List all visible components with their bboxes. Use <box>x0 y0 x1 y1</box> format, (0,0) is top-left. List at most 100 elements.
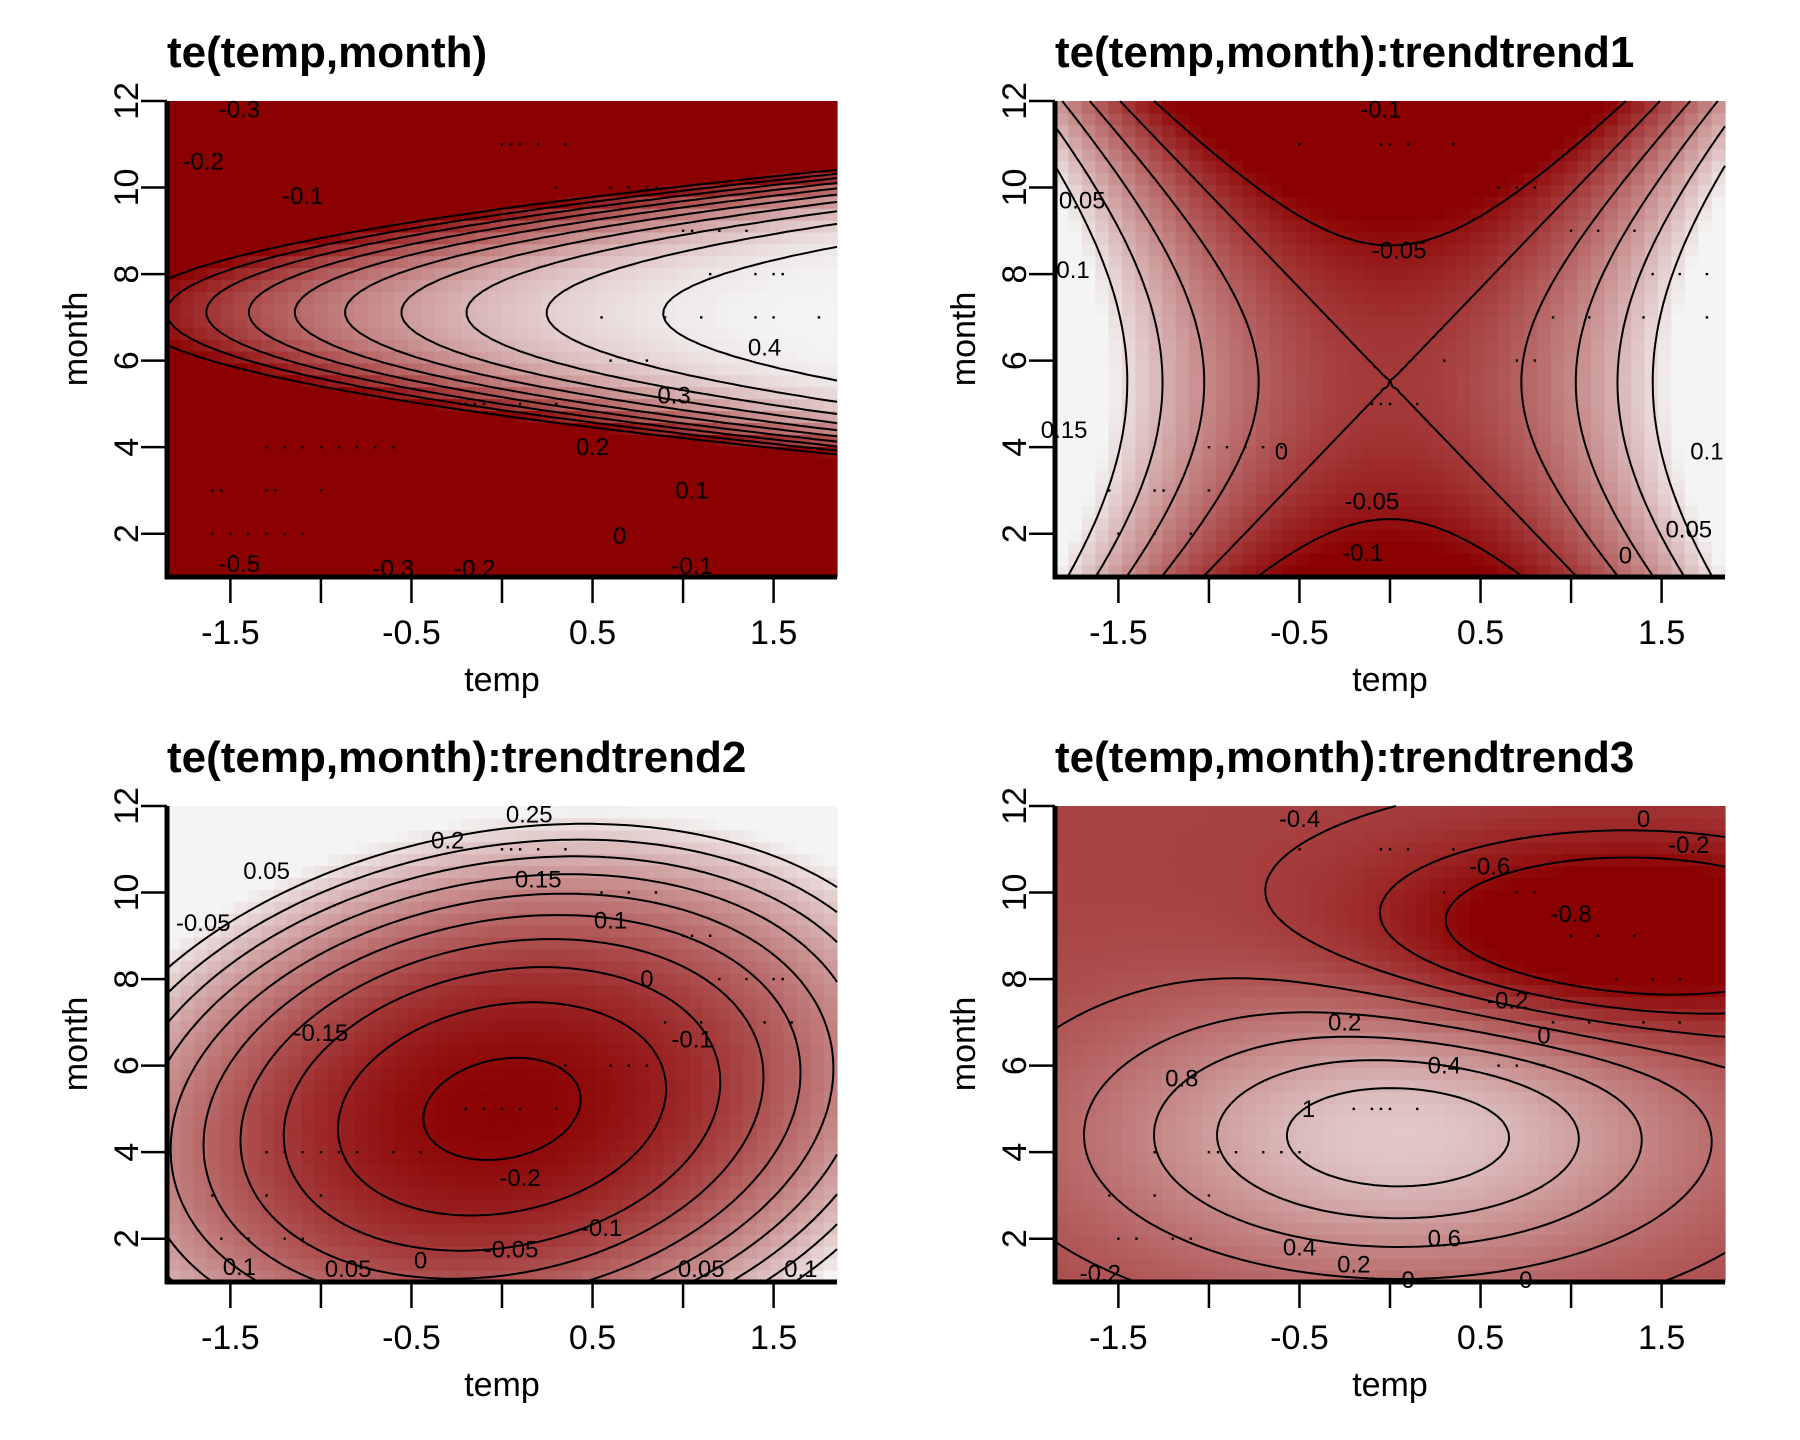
x-axis-label: temp <box>1352 661 1428 699</box>
heatmap-cell <box>1229 422 1244 435</box>
heatmap-cell <box>1215 350 1230 364</box>
heatmap-cell <box>1376 148 1391 162</box>
heatmap-cell <box>743 458 758 471</box>
heatmap-cell <box>1403 458 1418 471</box>
heatmap-cell <box>341 505 356 519</box>
heatmap-cell <box>1443 124 1458 138</box>
heatmap-cell <box>1457 327 1471 340</box>
data-point <box>1678 272 1681 276</box>
heatmap-cell <box>1711 148 1726 162</box>
heatmap-cell <box>1189 386 1203 400</box>
heatmap-cell <box>1095 350 1110 364</box>
heatmap-cell <box>1081 327 1096 340</box>
heatmap-cell <box>193 208 208 221</box>
heatmap-cell <box>1698 315 1713 328</box>
heatmap-cell <box>448 529 463 542</box>
heatmap-cell <box>1403 267 1418 281</box>
heatmap-cell <box>823 208 838 221</box>
heatmap-cell <box>180 303 195 316</box>
heatmap-cell <box>542 434 557 447</box>
heatmap-cell <box>622 1186 637 1200</box>
heatmap-cell <box>435 196 449 209</box>
heatmap-cell <box>394 1103 409 1116</box>
heatmap-cell <box>622 101 637 114</box>
heatmap-cell <box>595 446 610 459</box>
heatmap-cell <box>1256 446 1270 459</box>
heatmap-cell <box>1510 208 1525 221</box>
heatmap-cell <box>193 517 208 530</box>
heatmap-cell <box>1510 267 1525 281</box>
heatmap-cell <box>810 505 825 519</box>
heatmap-cell <box>515 469 530 483</box>
heatmap-cell <box>1403 136 1418 150</box>
heatmap-cell <box>180 362 195 376</box>
heatmap-cell <box>1269 327 1284 340</box>
heatmap-cell <box>823 267 838 281</box>
heatmap-cell <box>1711 493 1726 507</box>
heatmap-cell <box>1256 148 1270 162</box>
heatmap-cell <box>1296 410 1311 423</box>
heatmap-cell <box>676 541 691 554</box>
heatmap-cell <box>1363 553 1378 566</box>
heatmap-cell <box>1189 481 1203 495</box>
heatmap-cell <box>1644 386 1659 400</box>
heatmap-cell <box>1189 243 1203 257</box>
heatmap-cell <box>1135 136 1150 150</box>
heatmap-cell <box>823 1246 838 1259</box>
heatmap-cell <box>582 1198 597 1212</box>
heatmap-cell <box>1470 243 1485 257</box>
heatmap-cell <box>167 481 181 495</box>
heatmap-cell <box>595 1198 610 1212</box>
heatmap-cell <box>1510 255 1525 269</box>
heatmap-cell <box>1376 220 1391 233</box>
heatmap-cell <box>1242 541 1257 554</box>
heatmap-cell <box>1631 136 1646 150</box>
heatmap-cell <box>1416 362 1431 376</box>
heatmap-cell <box>1282 124 1297 138</box>
heatmap-cell <box>649 517 664 530</box>
heatmap-cell <box>1363 339 1378 352</box>
data-point <box>1207 446 1211 449</box>
heatmap-cell <box>716 1151 731 1164</box>
heatmap-cell <box>542 458 557 471</box>
heatmap-cell <box>394 101 409 114</box>
heatmap-cell <box>1296 350 1311 364</box>
heatmap-cell <box>314 446 329 459</box>
heatmap-cell <box>167 565 181 578</box>
heatmap-cell <box>368 517 382 530</box>
heatmap-cell <box>502 1139 516 1152</box>
heatmap-cell <box>1470 469 1485 483</box>
heatmap-cell <box>1577 101 1592 114</box>
heatmap-cell <box>1497 231 1512 245</box>
data-point <box>265 489 268 492</box>
heatmap-cell <box>435 505 449 519</box>
heatmap-cell <box>1658 101 1672 114</box>
heatmap-cell <box>1564 446 1579 459</box>
heatmap-cell <box>274 148 289 162</box>
heatmap-cell <box>488 172 503 185</box>
heatmap-cell <box>569 553 583 566</box>
heatmap-cell <box>689 493 704 507</box>
heatmap-cell <box>502 196 516 209</box>
heatmap-cell <box>260 220 275 233</box>
heatmap-cell <box>1457 243 1471 257</box>
heatmap-cell <box>1229 243 1244 257</box>
heatmap-cell <box>1550 112 1565 126</box>
heatmap-cell <box>743 148 758 162</box>
heatmap-cell <box>582 101 597 114</box>
contour-label: 0 <box>1619 542 1632 569</box>
heatmap-cell <box>354 196 369 209</box>
heatmap-cell <box>1162 101 1177 114</box>
heatmap-cell <box>1644 303 1659 316</box>
heatmap-cell <box>542 1222 557 1235</box>
heatmap-cell <box>1242 160 1257 173</box>
heatmap-cell <box>1349 362 1364 376</box>
heatmap-cell <box>341 410 356 423</box>
heatmap-cell <box>1604 422 1619 435</box>
heatmap-cell <box>1282 565 1297 578</box>
heatmap-cell <box>314 458 329 471</box>
heatmap-cell <box>287 148 302 162</box>
heatmap-cell <box>220 398 235 411</box>
heatmap-cell <box>1296 136 1311 150</box>
heatmap-cell <box>1537 339 1552 352</box>
